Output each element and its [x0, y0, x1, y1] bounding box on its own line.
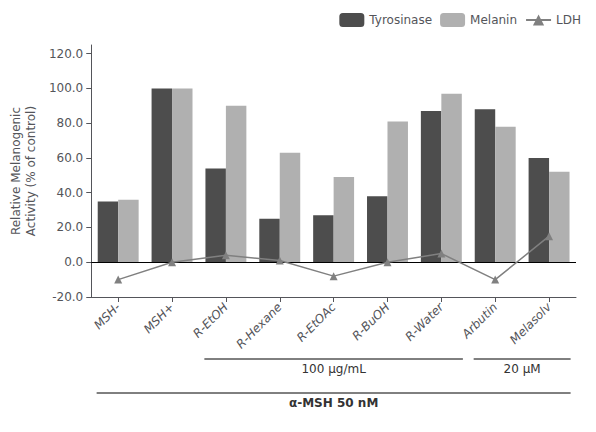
svg-text:MSH+: MSH+ [141, 300, 177, 336]
svg-text:100.0: 100.0 [49, 81, 83, 95]
svg-text:0.0: 0.0 [64, 255, 83, 269]
svg-text:120.0: 120.0 [49, 47, 83, 61]
svg-text:R-EtOH: R-EtOH [190, 300, 231, 341]
svg-text:R-EtOAc: R-EtOAc [294, 300, 339, 345]
svg-text:20.0: 20.0 [57, 220, 84, 234]
svg-text:Melasolv: Melasolv [507, 299, 555, 347]
svg-text:Melanin: Melanin [470, 13, 517, 27]
svg-text:Tyrosinase: Tyrosinase [368, 13, 432, 27]
svg-text:MSH-: MSH- [91, 300, 123, 332]
svg-text:Activity (% of control): Activity (% of control) [24, 106, 38, 236]
svg-text:60.0: 60.0 [57, 151, 84, 165]
svg-text:100 μg/mL: 100 μg/mL [301, 362, 366, 376]
svg-text:40.0: 40.0 [57, 186, 84, 200]
svg-text:80.0: 80.0 [57, 116, 84, 130]
svg-text:α-MSH 50 nM: α-MSH 50 nM [289, 396, 378, 410]
svg-text:Relative Melanogenic: Relative Melanogenic [9, 107, 23, 235]
svg-text:LDH: LDH [556, 13, 581, 27]
svg-text:R-Water: R-Water [402, 299, 447, 344]
svg-text:R-BuOH: R-BuOH [349, 300, 392, 343]
svg-text:Arbutin: Arbutin [458, 300, 500, 342]
svg-text:R-Hexane: R-Hexane [233, 300, 284, 351]
svg-text:-20.0: -20.0 [52, 290, 83, 304]
svg-text:20 μM: 20 μM [504, 362, 541, 376]
